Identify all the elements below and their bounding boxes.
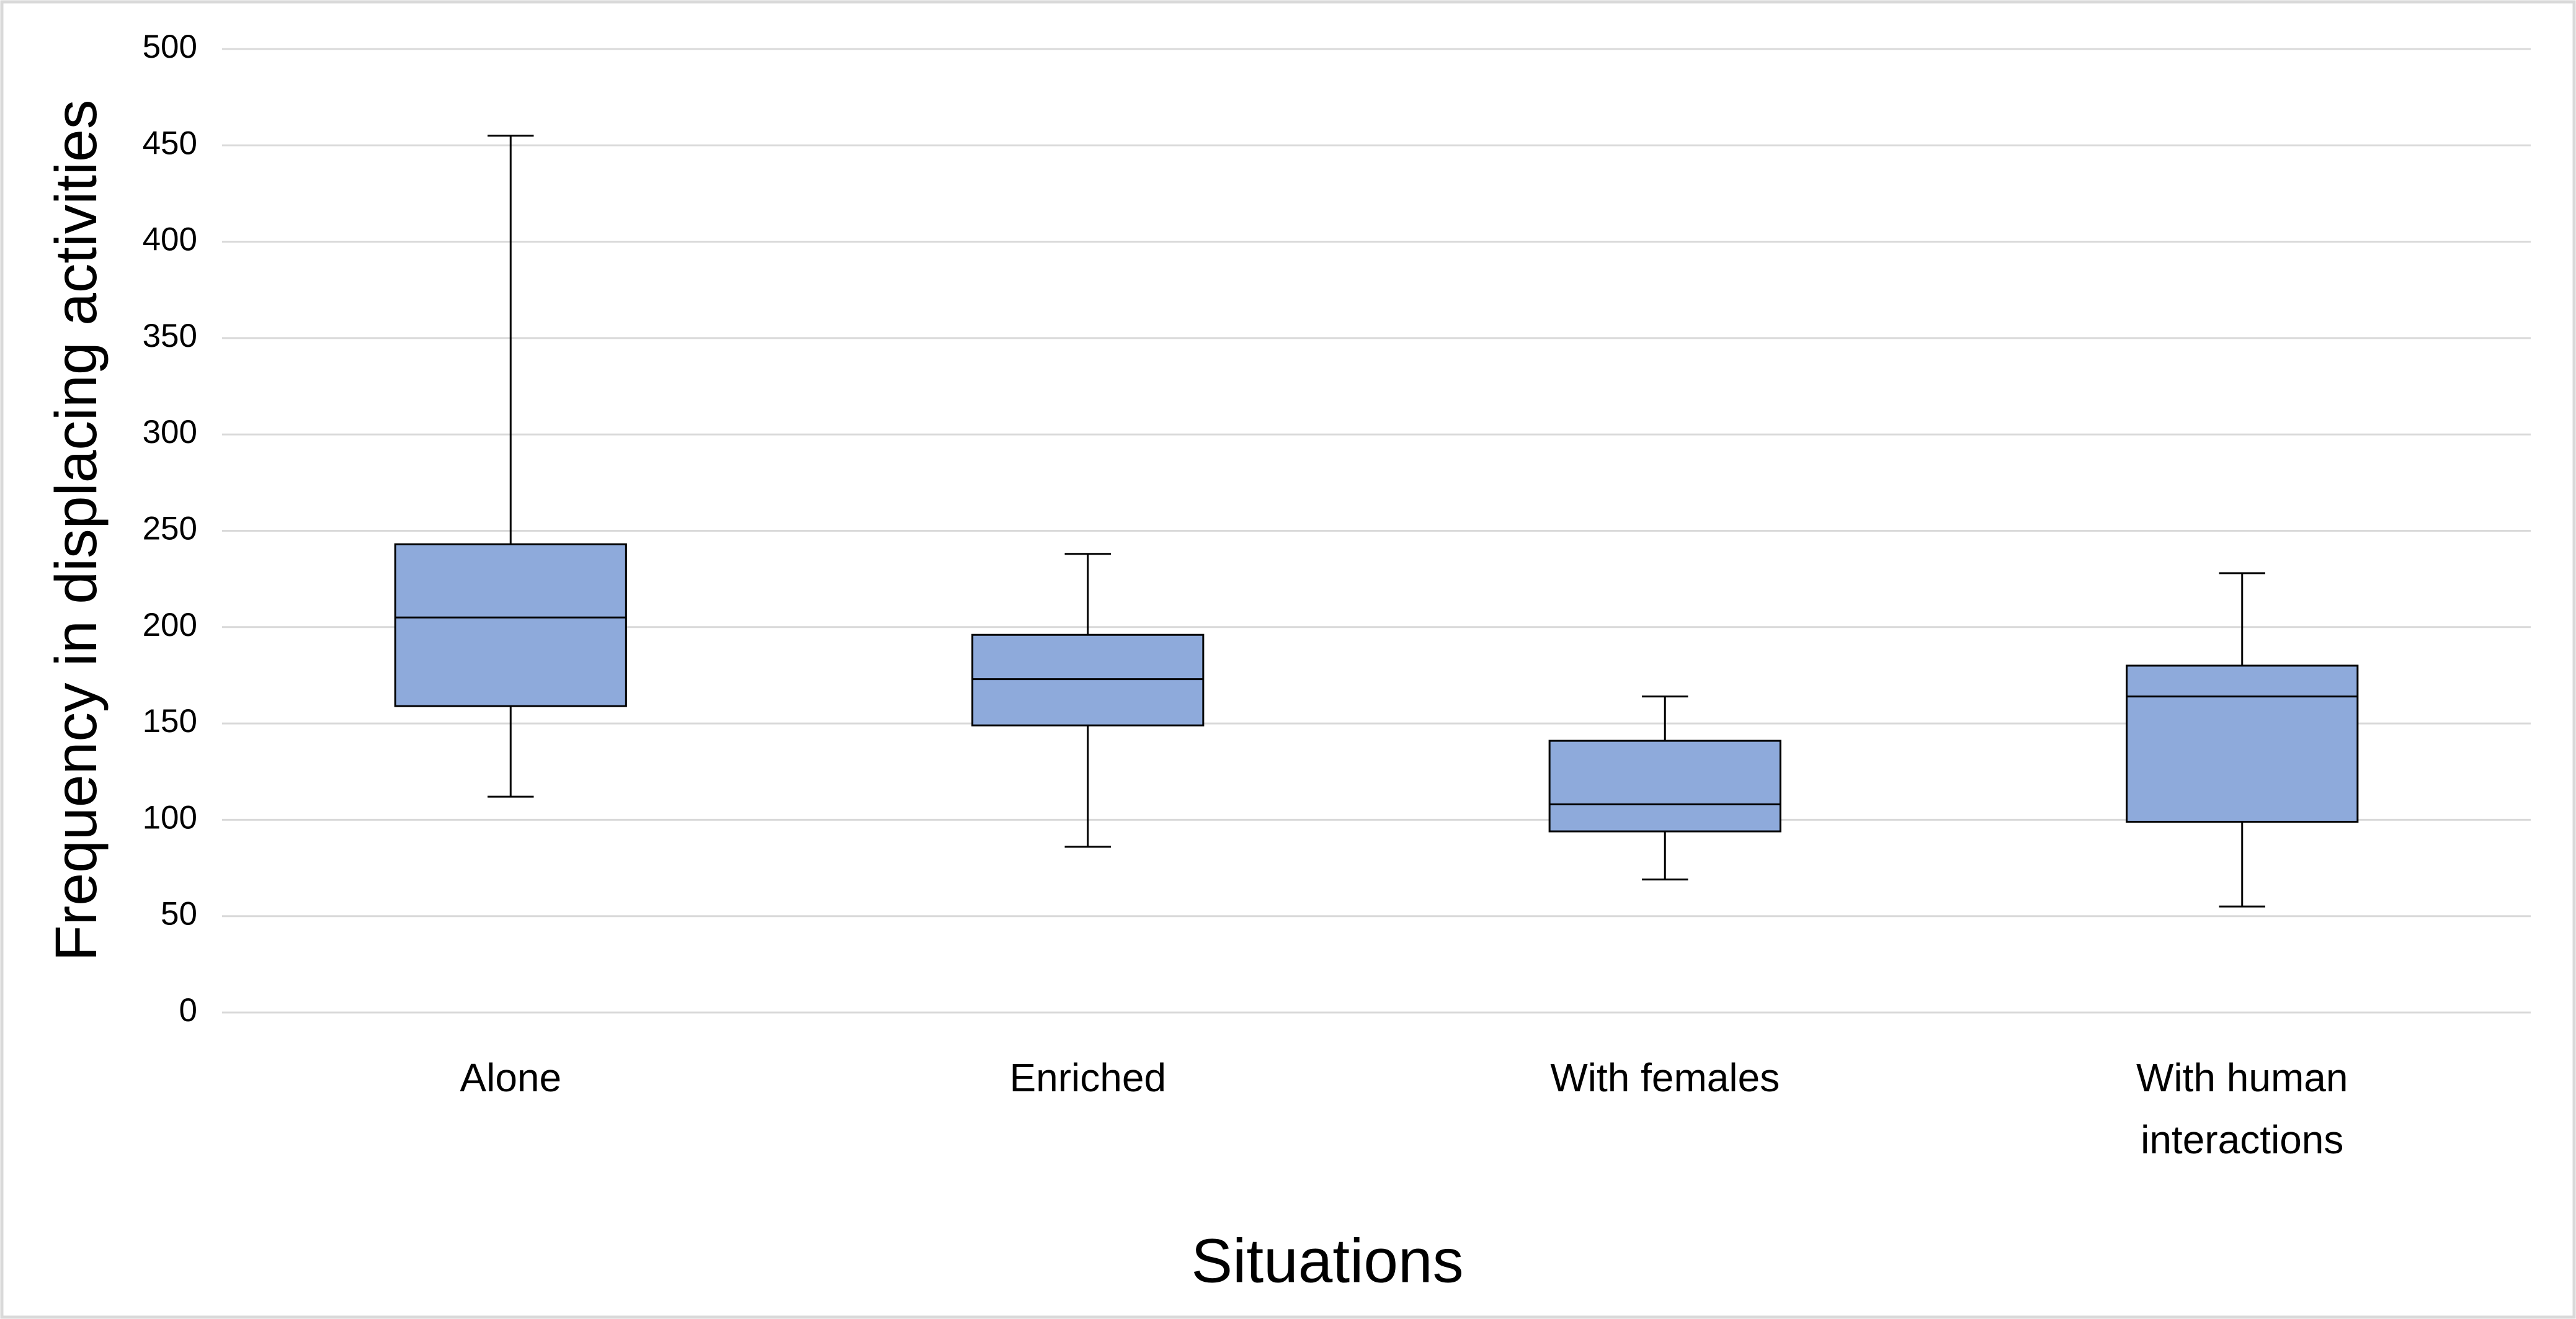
y-tick-label: 150 [143,703,197,740]
x-axis-title: Situations [1191,1226,1463,1295]
x-tick-label: Enriched [1009,1055,1166,1100]
y-tick-label: 200 [143,607,197,643]
y-tick-label: 50 [161,896,197,932]
x-tick-label: Alone [460,1055,561,1100]
box [1548,740,1781,833]
y-tick-label: 300 [143,414,197,450]
y-tick-label: 400 [143,221,197,258]
y-tick-label: 450 [143,125,197,161]
x-tick-label: With human interactions [2136,1055,2348,1162]
y-tick-label: 0 [179,992,197,1029]
y-axis-title: Frequency in displacing activities [43,100,109,962]
y-tick-label: 250 [143,511,197,547]
box [394,543,627,707]
y-tick-label: 350 [143,318,197,354]
box [971,633,1205,727]
x-tick-label: With females [1550,1055,1780,1100]
y-tick-label: 500 [143,29,197,65]
y-tick-label: 100 [143,799,197,836]
box [2126,664,2359,823]
